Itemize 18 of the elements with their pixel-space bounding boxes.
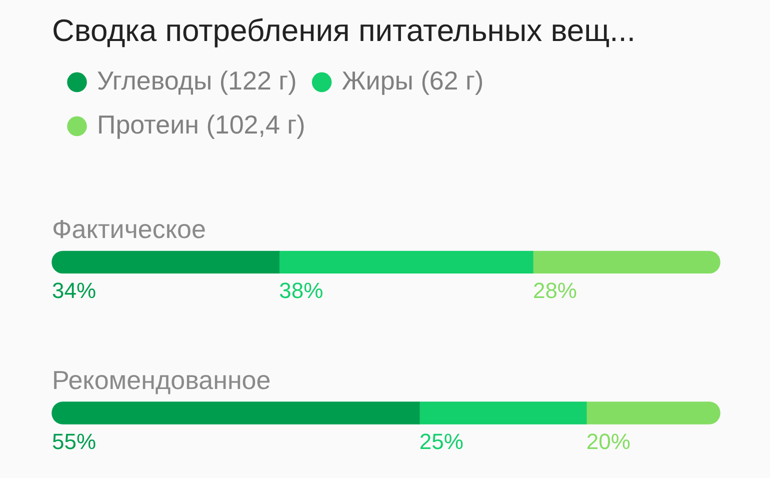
legend-label: Протеин (102,4 г) xyxy=(97,109,306,140)
y-tick-label: Фактическое xyxy=(52,214,206,244)
data-label: 55% xyxy=(52,429,96,454)
bar xyxy=(278,250,534,274)
legend-label: Углеводы (122 г) xyxy=(97,65,297,96)
data-label: 20% xyxy=(586,429,630,454)
bar xyxy=(52,402,420,424)
data-label: 28% xyxy=(532,278,578,304)
bar xyxy=(586,402,720,424)
bar xyxy=(52,250,280,274)
data-label: 25% xyxy=(419,429,464,454)
legend-label: Жиры (62 г) xyxy=(342,65,484,96)
bar xyxy=(532,250,720,274)
y-tick-label: Рекомендованное xyxy=(52,365,271,395)
data-label: 34% xyxy=(52,278,96,304)
data-label: 38% xyxy=(279,278,324,304)
bar xyxy=(419,402,587,424)
chart-title: Сводка потребления питательных вещ... xyxy=(52,13,636,48)
